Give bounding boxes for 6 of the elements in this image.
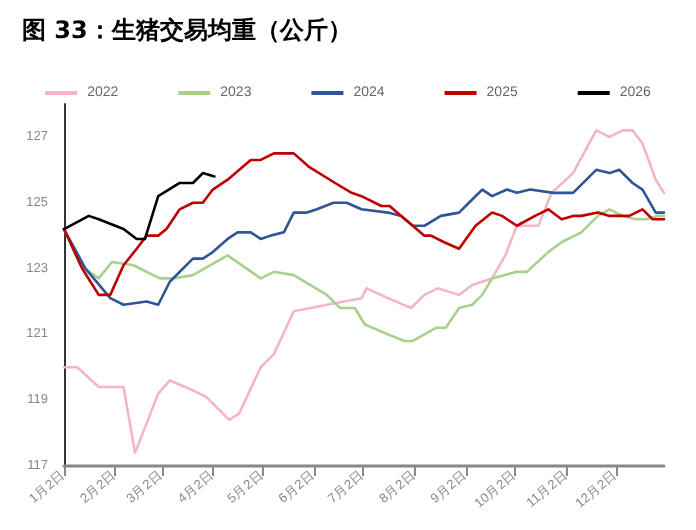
line-series: [62, 168, 666, 307]
line-series: [62, 152, 666, 297]
line-series: [62, 208, 666, 343]
line-series: [62, 129, 666, 455]
line-series: [62, 171, 216, 241]
chart-title: 图 33：生猪交易均重（公斤）: [22, 16, 352, 44]
